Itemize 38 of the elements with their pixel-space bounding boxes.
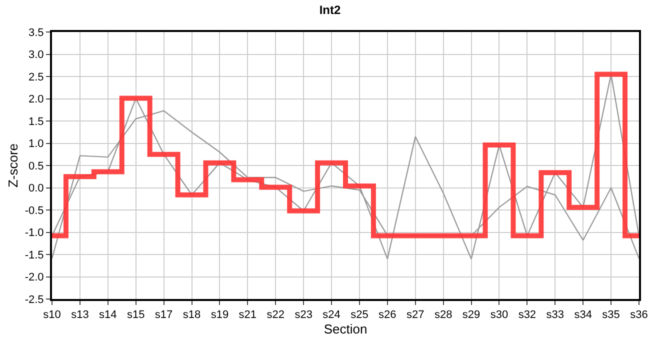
x-tick-label: s24 <box>322 309 340 322</box>
y-axis-title: Z-score <box>5 143 20 188</box>
y-tick-label: -2.5 <box>24 294 44 306</box>
x-tick-label: s34 <box>574 309 592 322</box>
y-tick-label: 2.5 <box>28 71 44 84</box>
y-tick-label: 3.0 <box>28 49 44 62</box>
x-axis-title: Section <box>324 321 368 336</box>
y-tick-label: 0.5 <box>28 160 44 172</box>
x-tick-label: s15 <box>126 309 145 322</box>
x-tick-label: s29 <box>462 309 480 322</box>
y-tick-label: -0.5 <box>24 204 44 217</box>
x-tick-label: s23 <box>294 309 312 322</box>
x-tick-label: s33 <box>546 309 564 322</box>
y-tick-label: -2.0 <box>24 272 44 284</box>
y-tick-label: 0.0 <box>28 182 44 195</box>
x-tick-label: s10 <box>43 309 61 322</box>
y-tick-label: 1.0 <box>28 138 44 150</box>
x-tick-label: s30 <box>490 309 508 322</box>
chart-title: Int2 <box>319 2 341 17</box>
x-tick-label: s36 <box>630 309 648 322</box>
x-tick-label: s25 <box>350 309 368 322</box>
x-tick-label: s19 <box>210 309 229 322</box>
x-tick-label: s21 <box>238 309 257 322</box>
x-tick-label: s14 <box>99 309 117 322</box>
x-tick-label: s27 <box>406 309 424 322</box>
y-tick-label: 2.0 <box>28 94 44 106</box>
x-tick-label: s26 <box>378 309 396 322</box>
x-tick-label: s18 <box>182 309 201 322</box>
y-tick-label: -1.0 <box>24 227 44 240</box>
x-tick-label: s17 <box>154 309 173 322</box>
x-tick-label: s32 <box>518 309 536 322</box>
y-tick-label: -1.5 <box>24 249 44 262</box>
x-tick-label: s22 <box>266 309 284 322</box>
x-tick-label: s35 <box>602 309 620 322</box>
x-tick-label: s13 <box>71 309 89 322</box>
y-tick-label: 3.5 <box>28 26 44 39</box>
y-tick-label: 1.5 <box>28 116 44 128</box>
x-tick-label: s28 <box>434 309 452 322</box>
